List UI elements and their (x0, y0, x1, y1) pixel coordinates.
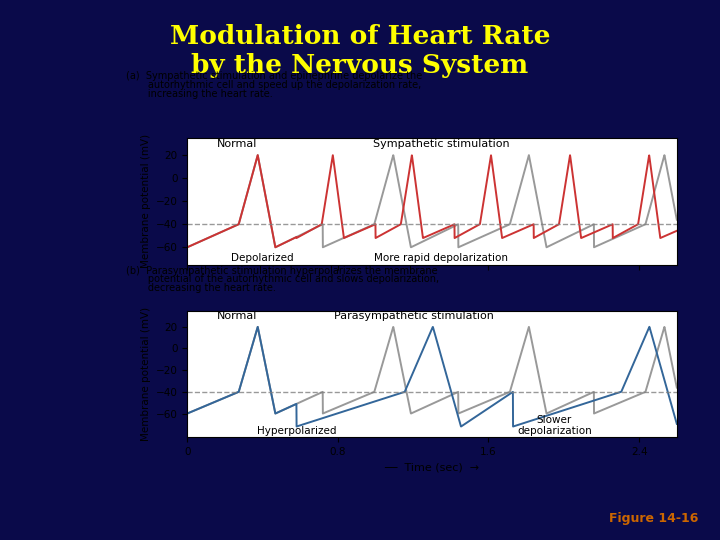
Text: Parasympathetic stimulation: Parasympathetic stimulation (334, 312, 494, 321)
Y-axis label: Membrane potential (mV): Membrane potential (mV) (141, 307, 151, 441)
Text: autorhythmic cell and speed up the depolarization rate,: autorhythmic cell and speed up the depol… (126, 80, 421, 90)
Text: increasing the heart rate.: increasing the heart rate. (126, 89, 273, 99)
Text: Figure 14-16: Figure 14-16 (609, 512, 698, 525)
Text: (b)  Parasympathetic stimulation hyperpolarizes the membrane: (b) Parasympathetic stimulation hyperpol… (126, 266, 438, 276)
Text: Normal: Normal (217, 139, 257, 148)
Y-axis label: Membrane potential (mV): Membrane potential (mV) (141, 134, 151, 268)
Text: Modulation of Heart Rate
by the Nervous System: Modulation of Heart Rate by the Nervous … (170, 24, 550, 78)
Text: Slower
depolarization: Slower depolarization (517, 415, 592, 436)
Text: (a)  Sympathetic stimulation and epinephrine depolarize the: (a) Sympathetic stimulation and epinephr… (126, 71, 422, 82)
Text: decreasing the heart rate.: decreasing the heart rate. (126, 283, 276, 293)
Text: Normal: Normal (217, 312, 257, 321)
Text: Sympathetic stimulation: Sympathetic stimulation (373, 139, 510, 148)
X-axis label: ──  Time (sec)  →: ── Time (sec) → (384, 463, 480, 472)
Text: potential of the autorhythmic cell and slows depolarization,: potential of the autorhythmic cell and s… (126, 274, 439, 285)
Text: Hyperpolarized: Hyperpolarized (256, 426, 336, 436)
Text: More rapid depolarization: More rapid depolarization (374, 253, 508, 264)
Text: Depolarized: Depolarized (231, 253, 294, 264)
